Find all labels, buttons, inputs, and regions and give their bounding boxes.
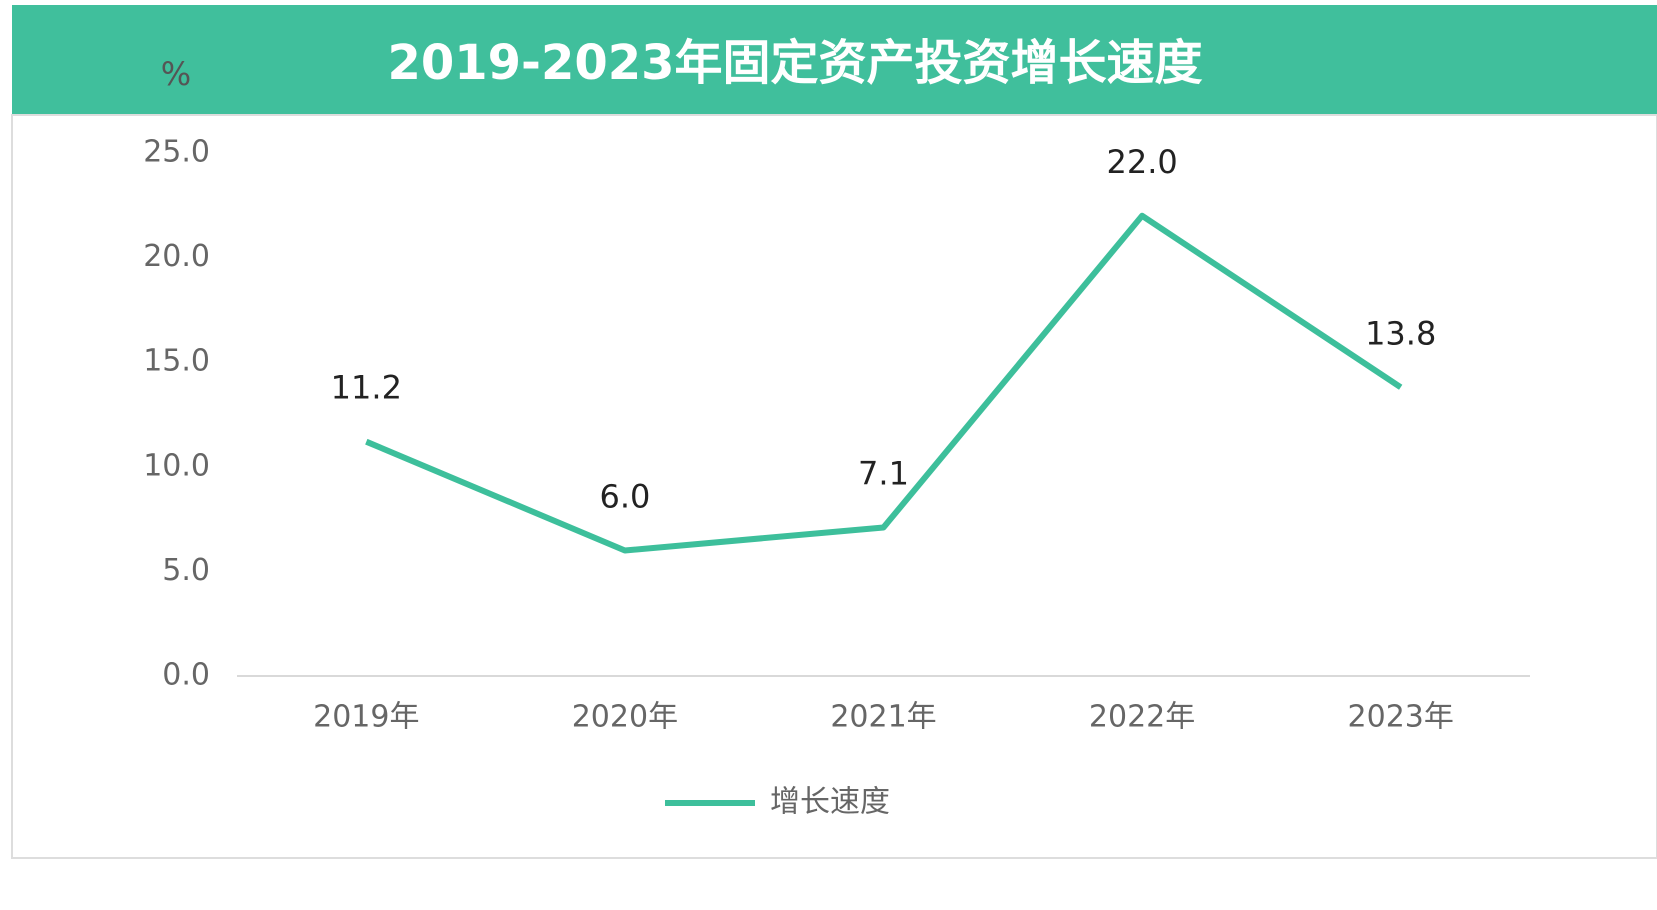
x-tick-label: 2019年 [313, 700, 419, 735]
data-label: 13.8 [1365, 314, 1436, 352]
data-label: 22.0 [1106, 143, 1177, 181]
chart-title: 2019-2023年固定资产投资增长速度 [387, 35, 1202, 91]
x-tick-label: 2023年 [1348, 700, 1454, 735]
y-tick-label: 15.0 [143, 344, 210, 379]
x-tick-label: 2021年 [830, 700, 936, 735]
x-tick-label: 2020年 [572, 700, 678, 735]
x-tick-label: 2022年 [1089, 700, 1195, 735]
line [365, 212, 1403, 554]
data-label: 7.1 [858, 454, 909, 492]
y-axis-label: % [161, 55, 191, 93]
legend-label: 增长速度 [770, 785, 890, 820]
y-tick-label: 25.0 [143, 135, 210, 170]
header-band [12, 5, 1657, 115]
y-tick-label: 0.0 [162, 658, 210, 693]
data-label: 6.0 [599, 477, 650, 515]
y-tick-label: 5.0 [162, 553, 210, 588]
y-tick-label: 10.0 [143, 448, 210, 483]
chart-frame [11, 114, 1657, 859]
y-tick-label: 20.0 [143, 239, 210, 274]
data-label: 11.2 [331, 369, 402, 407]
